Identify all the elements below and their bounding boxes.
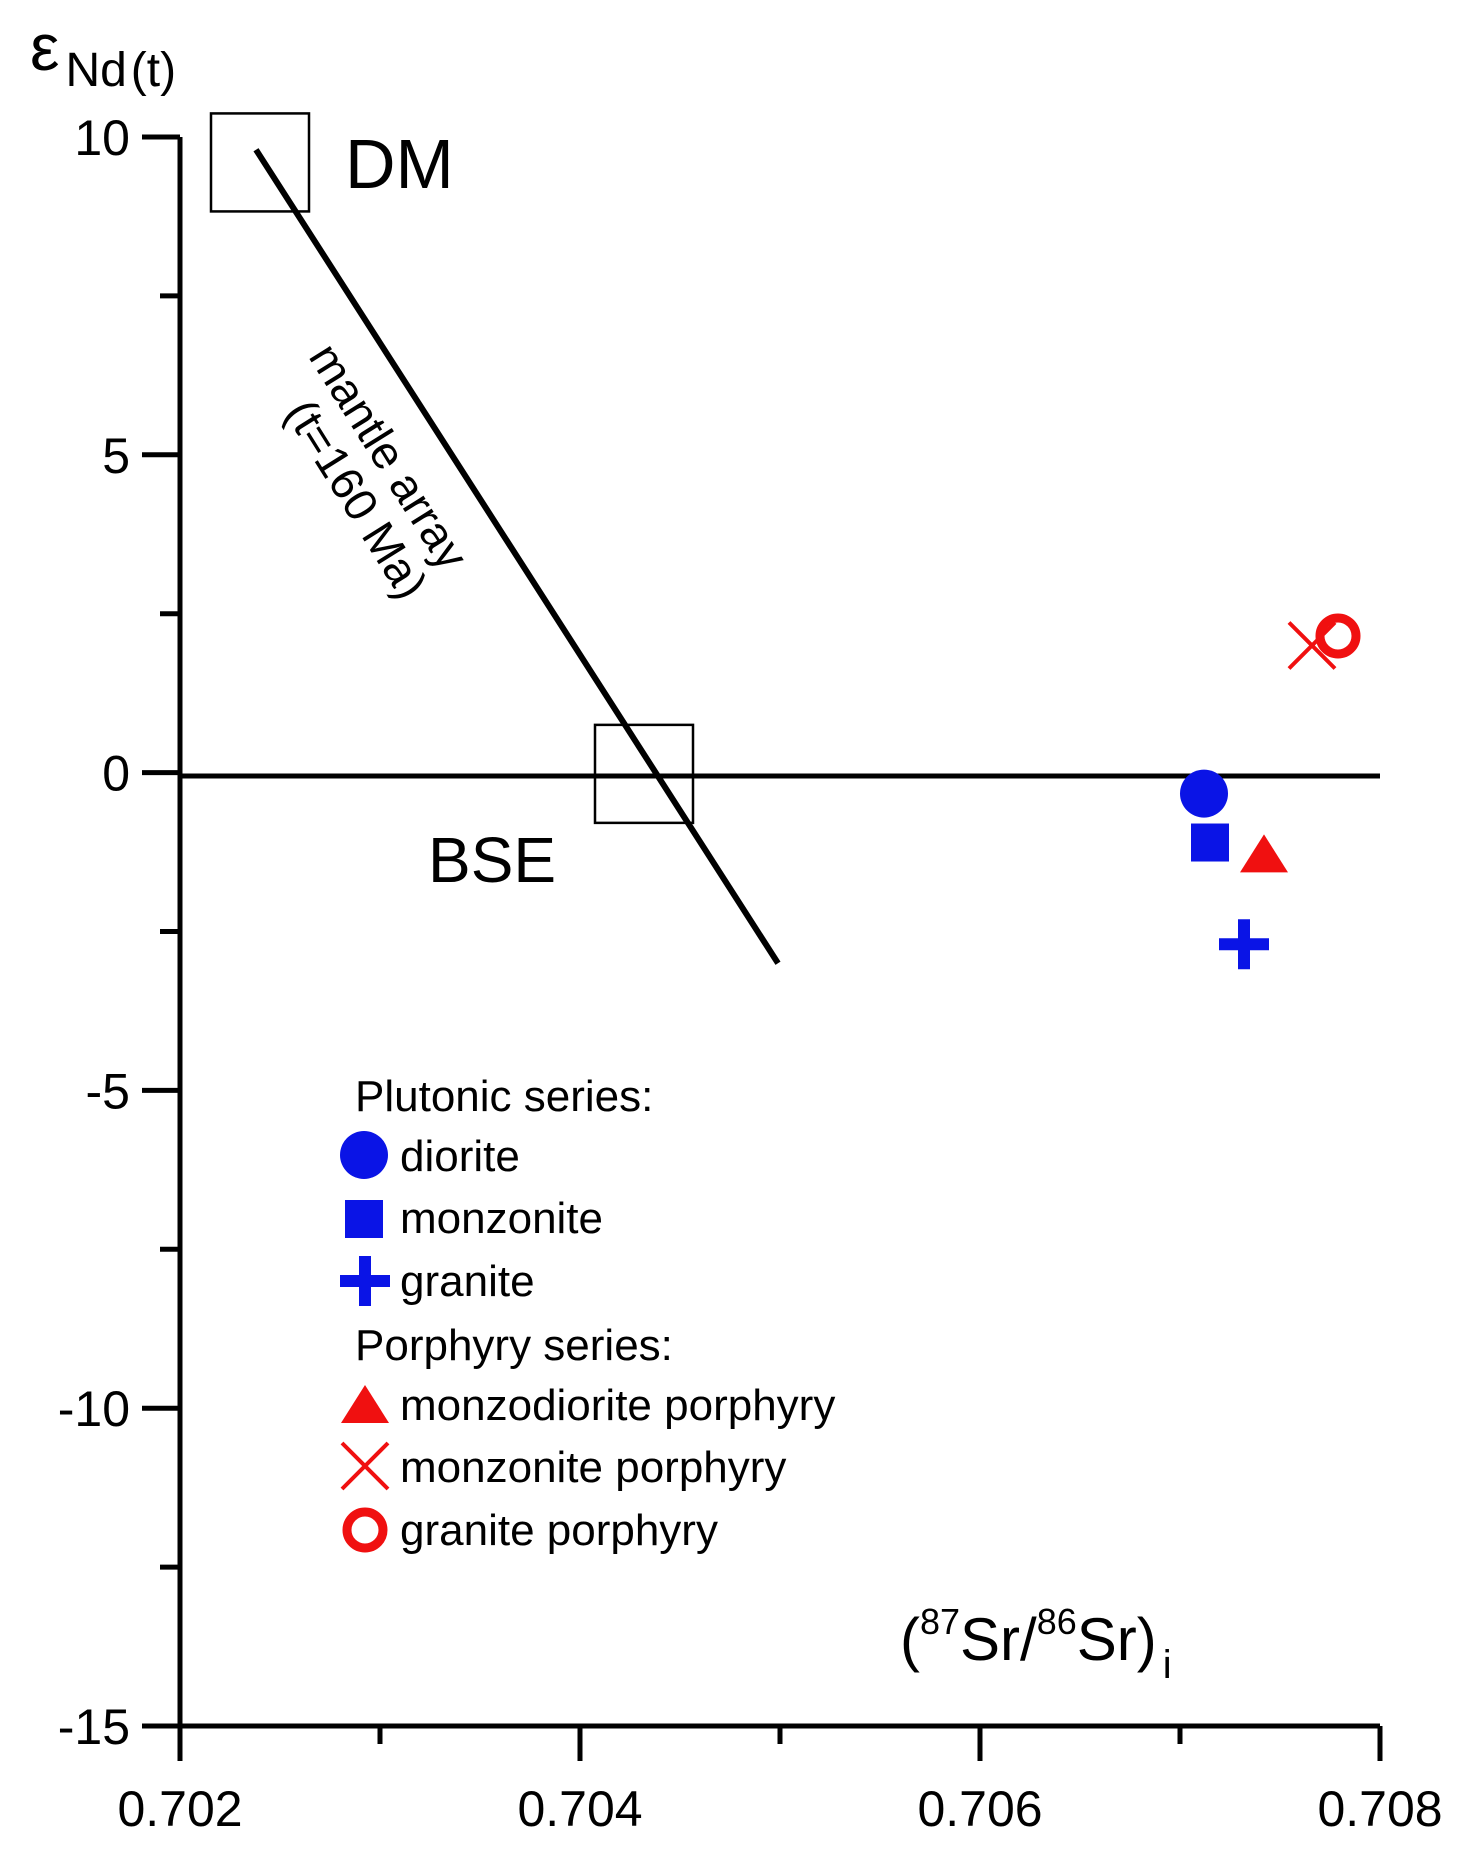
legend-group-title-porphyry: Porphyry series: [355, 1321, 673, 1370]
legend-item-granite: granite [340, 1256, 535, 1306]
mantle-array-label-group: mantle array (t=160 Ma) [275, 334, 478, 607]
bse-reservoir-box [593, 723, 695, 825]
axis-ticks [142, 134, 1383, 1761]
legend-label-monzodiorite-porphyry: monzodiorite porphyry [400, 1381, 835, 1430]
y-axis-label-paren: (t) [131, 44, 176, 97]
x-axis-label-open: ( [900, 1606, 920, 1673]
legend-marker-plus-icon [340, 1256, 390, 1306]
y-tick-label: 5 [102, 428, 130, 484]
y-tick-label: 10 [74, 110, 130, 166]
legend-item-monzonite: monzonite [345, 1194, 603, 1243]
point-monzodiorite-porphyry [1240, 834, 1288, 873]
point-diorite [1180, 769, 1228, 818]
x-axis-label: (87Sr/86Sr) i [900, 1601, 1172, 1687]
x-axis-label-sub-i: i [1163, 1643, 1172, 1687]
dm-label: DM [345, 125, 454, 203]
legend-marker-ring-icon [342, 1507, 388, 1553]
point-granite [1219, 919, 1269, 970]
bse-label: BSE [428, 824, 556, 896]
x-tick-label: 0.702 [117, 1781, 242, 1837]
mantle-array-line [253, 148, 781, 965]
legend-marker-circle-icon [340, 1131, 388, 1179]
x-axis-label-sr: Sr/ [960, 1606, 1037, 1673]
y-tick-label: -15 [58, 1699, 130, 1755]
x-axis-label-sr-close: Sr) [1077, 1606, 1157, 1673]
legend-marker-square-icon [345, 1200, 383, 1238]
legend-label-monzonite: monzonite [400, 1194, 603, 1243]
y-axis-label: ε Nd(t) [30, 10, 176, 97]
legend-item-granite-porphyry: granite porphyry [342, 1506, 718, 1555]
x-axis-label-sup-86: 86 [1037, 1601, 1077, 1642]
legend-label-granite: granite [400, 1257, 535, 1306]
legend-marker-triangle-icon [341, 1385, 389, 1423]
legend-label-monzonite-porphyry: monzonite porphyry [400, 1443, 786, 1492]
x-tick-label: 0.708 [1317, 1781, 1442, 1837]
legend-item-monzonite-porphyry: monzonite porphyry [340, 1441, 786, 1492]
point-granite-porphyry [1315, 613, 1361, 659]
data-points [1180, 613, 1361, 970]
y-tick-label: -10 [58, 1381, 130, 1437]
y-axis-label-epsilon: ε [30, 10, 59, 84]
point-monzonite [1191, 823, 1229, 862]
legend-marker-cross-icon [340, 1441, 390, 1491]
dm-reservoir-box [209, 112, 311, 213]
x-tick-label: 0.704 [517, 1781, 642, 1837]
y-tick-label: 0 [102, 746, 130, 802]
legend-label-granite-porphyry: granite porphyry [400, 1506, 718, 1555]
y-tick-label: -5 [86, 1063, 130, 1119]
legend-label-diorite: diorite [400, 1132, 520, 1181]
point-monzonite-porphyry [1287, 621, 1337, 670]
legend-group-title-plutonic: Plutonic series: [355, 1072, 653, 1121]
legend: Plutonic series: diorite monzonite grani… [340, 1072, 835, 1555]
axis-tick-labels: 10 5 0 -5 -10 -15 0.702 0.704 0.706 0.708 [58, 110, 1443, 1837]
legend-item-diorite: diorite [340, 1131, 520, 1181]
x-axis-label-sup-87: 87 [920, 1601, 960, 1642]
x-tick-label: 0.706 [917, 1781, 1042, 1837]
y-axis-label-subscript: Nd [65, 44, 126, 97]
legend-item-monzodiorite-porphyry: monzodiorite porphyry [341, 1381, 835, 1430]
